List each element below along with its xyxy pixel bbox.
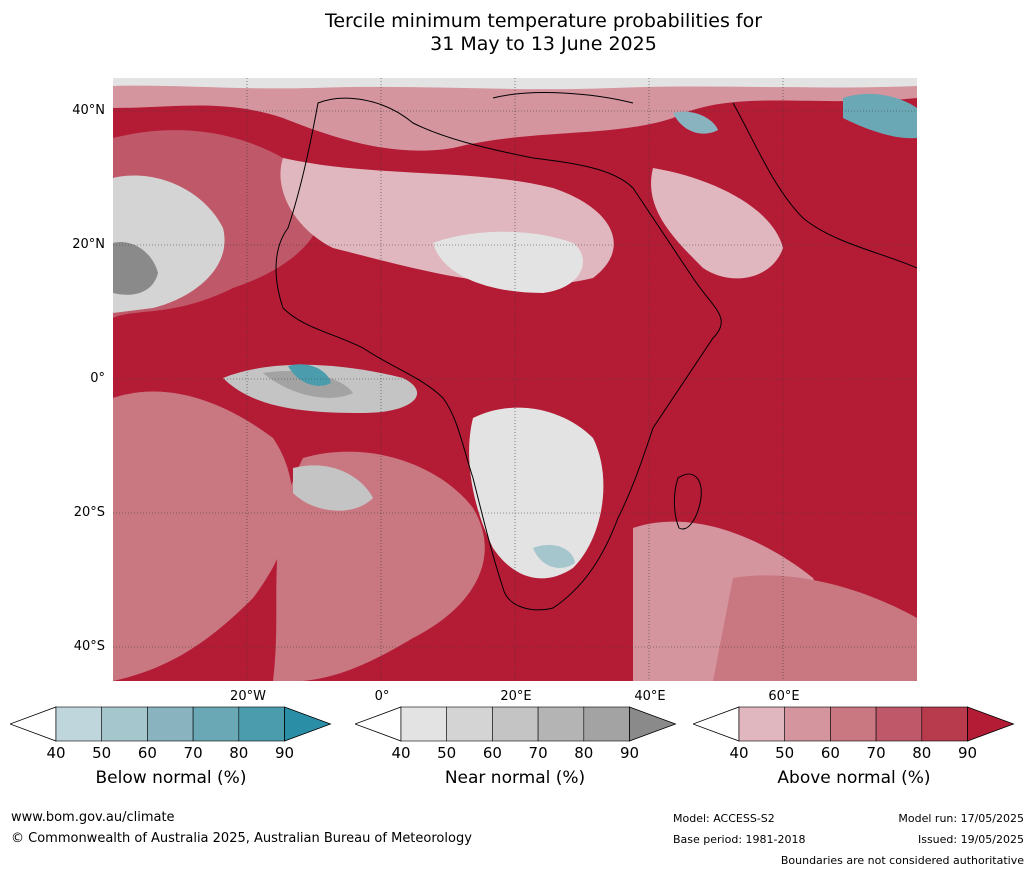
- colorbar-tick-label: 40: [729, 744, 749, 762]
- colorbar-tick-label: 90: [957, 744, 978, 762]
- colorbar-tick-label: 70: [183, 744, 203, 762]
- colorbar-tick-label: 70: [528, 744, 548, 762]
- colorbar-tick-label: 80: [574, 744, 594, 762]
- lon-label-20e: 20°E: [500, 689, 532, 704]
- colorbar-segment: [192, 706, 240, 742]
- title-line-1: Tercile minimum temperature probabilitie…: [324, 10, 763, 32]
- lat-label-40n: 40°N: [72, 103, 105, 118]
- colorbar-segment: [830, 706, 877, 742]
- title-line-2: 31 May to 13 June 2025: [430, 33, 657, 55]
- boundaries-disclaimer: Boundaries are not considered authoritat…: [780, 854, 1024, 867]
- colorbar-segment: [492, 706, 539, 742]
- near-normal-region: [113, 78, 917, 579]
- colorbar-segment: [238, 706, 285, 742]
- colorbar-tick-label: 80: [912, 744, 932, 762]
- colorbar-high-extend: [967, 706, 1015, 742]
- colorbar-tick-label: 90: [274, 744, 295, 762]
- colorbar-tick-label: 40: [391, 744, 411, 762]
- lat-label-0: 0°: [90, 371, 105, 386]
- colorbar-low-extend: [10, 706, 57, 742]
- lon-label-40e: 40°E: [634, 689, 666, 704]
- model-run-date: Model run: 17/05/2025: [898, 812, 1024, 825]
- colorbar-tick-label: 80: [229, 744, 249, 762]
- colorbar-tick-label: 40: [46, 744, 66, 762]
- lon-label-0: 0°: [374, 689, 390, 704]
- colorbar-high-extend: [629, 706, 677, 742]
- website-url[interactable]: www.bom.gov.au/climate: [11, 810, 175, 825]
- colorbar-tick-label: 50: [437, 744, 457, 762]
- lat-label-20n: 20°N: [72, 237, 105, 252]
- colorbar-tick-label: 90: [619, 744, 640, 762]
- near-normal-label: Near normal (%): [444, 768, 586, 788]
- map-canvas: [113, 78, 917, 681]
- above-normal-label: Above normal (%): [777, 768, 931, 788]
- below-normal-colorbar: [10, 706, 332, 742]
- colorbar-segment: [101, 706, 148, 742]
- colorbar-segment: [784, 706, 831, 742]
- below-normal-region: [288, 93, 917, 568]
- below-normal-label: Below normal (%): [95, 768, 247, 788]
- lon-label-20w: 20°W: [230, 689, 266, 704]
- colorbar-segment: [446, 706, 493, 742]
- colorbar-tick-label: 60: [820, 744, 840, 762]
- colorbar-segment: [55, 706, 103, 742]
- graticule: [113, 78, 917, 681]
- colorbar-tick-label: 60: [137, 744, 157, 762]
- colorbar-segment: [537, 706, 585, 742]
- base-period: Base period: 1981-2018: [673, 833, 806, 846]
- above-normal-colorbar: [693, 706, 1015, 742]
- colorbar-tick-label: 60: [482, 744, 502, 762]
- colorbar-segment: [875, 706, 923, 742]
- colorbar-tick-label: 50: [775, 744, 795, 762]
- model-name: Model: ACCESS-S2: [673, 812, 775, 825]
- colorbar-segment: [400, 706, 448, 742]
- near-normal-colorbar: [355, 706, 677, 742]
- coastline: [275, 92, 917, 611]
- chart-title: Tercile minimum temperature probabilitie…: [0, 10, 1035, 56]
- colorbar-segment: [147, 706, 194, 742]
- lon-label-60e: 60°E: [768, 689, 800, 704]
- colorbar-tick-label: 70: [866, 744, 886, 762]
- colorbar-segment: [583, 706, 630, 742]
- issued-date: Issued: 19/05/2025: [917, 833, 1024, 846]
- lat-label-40s: 40°S: [73, 639, 105, 654]
- probability-map[interactable]: [113, 78, 917, 681]
- colorbar-segment: [738, 706, 786, 742]
- colorbar-segment: [921, 706, 968, 742]
- colorbar-low-extend: [355, 706, 402, 742]
- colorbar-low-extend: [693, 706, 740, 742]
- colorbar-tick-label: 50: [92, 744, 112, 762]
- copyright-text: © Commonwealth of Australia 2025, Austra…: [11, 831, 472, 846]
- lat-label-20s: 20°S: [73, 505, 105, 520]
- colorbar-high-extend: [284, 706, 332, 742]
